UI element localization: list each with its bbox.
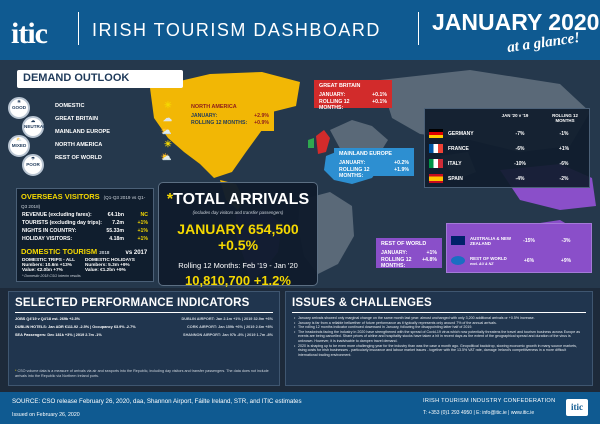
demand-item: REST OF WORLD ⛅ (55, 152, 172, 162)
total-arrivals-title: TOTAL ARRIVALS (173, 191, 310, 208)
region-name: GREAT BRITAIN (319, 83, 361, 89)
header-divider (418, 12, 419, 45)
level-poor: ☂ POOR (22, 154, 44, 176)
domestic-title: DOMESTIC TOURISM (21, 247, 98, 256)
spain-flag-icon (429, 174, 443, 183)
level-mixed: ⛅ MIXED (8, 135, 30, 157)
stat-row: REVENUE (excluding fares): €4.1bn NC (22, 212, 148, 218)
level-good-icon: ☀ (16, 99, 22, 104)
demand-item: MAINLAND EUROPE ⛅ (55, 126, 172, 136)
month-title: JANUARY 2020 (432, 9, 600, 35)
demand-outlook-title: DEMAND OUTLOOK (17, 70, 183, 88)
list-item: 2020 is shaping up to be even more chall… (294, 344, 586, 358)
table-row: FRANCE -6% +1% (429, 142, 587, 155)
level-poor-icon: ☂ (30, 156, 36, 161)
rolling-arrivals: 10,810,700 +1.2% (185, 273, 291, 288)
header-bar: itic IRISH TOURISM DASHBOARD JANUARY 202… (0, 0, 600, 60)
region-name: MAINLAND EUROPE (339, 151, 393, 157)
issues-list: January arrivals showed only marginal ch… (286, 316, 592, 357)
star-icon: * (15, 369, 18, 374)
level-mixed-icon: ⛅ (16, 137, 22, 142)
issued-date: Issued on February 26, 2020 (12, 412, 80, 418)
indicator-row: SEA Passengers: Dec 181k +3% | 2019 2.7m… (15, 333, 273, 337)
globe-icon (451, 256, 465, 265)
stat-row: TOURISTS (excluding day trips): 7.2m +1% (22, 220, 148, 226)
column-header: JAN '20 v '19 (501, 113, 529, 118)
table-row: GERMANY -7% -1% (429, 127, 587, 140)
organisation-name: IRISH TOURISM INDUSTRY CONFEDERATION (423, 398, 556, 404)
column-header: ROLLING 12 MONTHS (552, 113, 578, 123)
list-item: The rolling 12 months indicator continue… (294, 325, 586, 330)
header-divider (78, 12, 79, 45)
great-britain-box: GREAT BRITAIN JANUARY: +0.1% ROLLING 12 M… (314, 80, 392, 111)
germany-flag-icon (429, 129, 443, 138)
sun-cloud-icon: ⛅ (160, 126, 172, 136)
list-item: The headwinds facing the industry in 202… (294, 330, 586, 344)
table-row: REST OF WORLD excl. AU & NZ +6% +9% (451, 254, 591, 267)
europe-market-table: JAN '20 v '19 ROLLING 12 MONTHS GERMANY … (424, 108, 590, 188)
region-name: NORTH AMERICA (191, 104, 237, 110)
demand-item: DOMESTIC ☀ (55, 100, 172, 110)
row-market-table: AUSTRALIA & NEW ZEALAND -15% -3% REST OF… (446, 223, 592, 273)
list-item: January arrivals showed only marginal ch… (294, 316, 586, 321)
total-arrivals-panel: *TOTAL ARRIVALS (includes day visitors a… (158, 182, 318, 288)
overseas-domestic-panel: OVERSEAS VISITORS (Q1-Q3 2019 vs Q1-Q3 20… (16, 188, 154, 282)
table-row: ITALY -10% -6% (429, 157, 587, 170)
demand-item: GREAT BRITAIN ☁ (55, 113, 172, 123)
level-neutral: ☁ NEUTRAL (22, 116, 46, 138)
level-good: ☀ GOOD (8, 97, 30, 119)
performance-panel: SELECTED PERFORMANCE INDICATORS JOBS Q4'… (8, 291, 280, 386)
issues-panel: ISSUES & CHALLENGES January arrivals sho… (285, 291, 593, 386)
level-neutral-icon: ☁ (30, 118, 36, 123)
australia-flag-icon (451, 236, 465, 245)
overseas-title: OVERSEAS VISITORS (21, 192, 100, 201)
italy-flag-icon (429, 159, 443, 168)
table-row: AUSTRALIA & NEW ZEALAND -15% -3% (451, 234, 591, 247)
indicator-row: JOBS Q4'19 v Q4'18 est. 269k +2.3% DUBLIN… (15, 317, 273, 321)
sun-cloud-icon: ⛅ (160, 152, 172, 162)
indicator-row: DUBLIN HOTELS: Jan ADR €111.92 -2.5% | O… (15, 325, 273, 329)
sun-icon: ☀ (163, 100, 172, 110)
stat-row: NIGHTS IN COUNTRY: 55.33m +1% (22, 228, 148, 234)
performance-title: SELECTED PERFORMANCE INDICATORS (15, 297, 250, 309)
north-america-box: NORTH AMERICA JANUARY: +2.9% ROLLING 12 M… (186, 101, 274, 131)
stat-row: HOLIDAY VISITORS: 4.18m +1% (22, 236, 148, 242)
itic-logo: itic (11, 17, 48, 50)
list-item: January is far from a reliable bellwethe… (294, 321, 586, 326)
sun-icon: ☀ (163, 139, 172, 149)
france-flag-icon (429, 144, 443, 153)
source-text: SOURCE: CSO release February 26, 2020, d… (12, 398, 302, 405)
issues-title: ISSUES & CHALLENGES (292, 297, 432, 309)
page-title: IRISH TOURISM DASHBOARD (92, 20, 381, 40)
itic-mini-logo: itic (566, 399, 588, 416)
january-arrivals: JANUARY 654,500 +0.5% (177, 221, 299, 253)
footer-bar: SOURCE: CSO release February 26, 2020, d… (0, 392, 600, 424)
table-row: SPAIN -4% -2% (429, 172, 587, 185)
mainland-europe-box: MAINLAND EUROPE JANUARY: +0.2% ROLLING 12… (334, 148, 414, 179)
contact-info[interactable]: T: +353 (0)1 293 4950 | E: info@itic.ie … (423, 410, 535, 416)
demand-item: NORTH AMERICA ☀ (55, 139, 172, 149)
cso-note: * CSO volume data is a measure of arriva… (15, 369, 269, 379)
star-icon: * (166, 191, 174, 208)
rest-of-world-box: REST OF WORLD JANUARY: +1% ROLLING 12 MON… (376, 238, 442, 269)
region-name: REST OF WORLD (381, 241, 427, 247)
cloud-icon: ☁ (163, 113, 172, 123)
